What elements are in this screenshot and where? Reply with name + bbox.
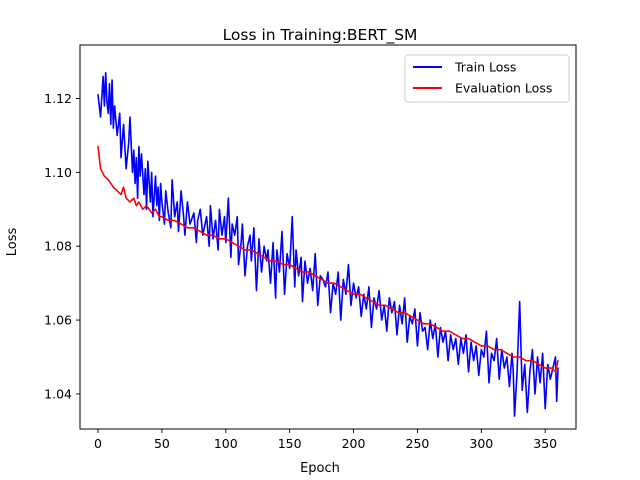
- legend: Train Loss Evaluation Loss: [404, 54, 570, 103]
- legend-label-evaluation-loss: Evaluation Loss: [455, 81, 552, 96]
- x-tick-label: 0: [94, 436, 102, 451]
- series-line-evaluation-loss: [97, 145, 559, 373]
- x-tick-label: 50: [154, 436, 170, 451]
- y-axis-label: Loss: [5, 228, 20, 257]
- plot-frame: [79, 44, 577, 430]
- series-line-train-loss: [97, 71, 559, 417]
- x-tick-label: 300: [469, 436, 493, 451]
- x-tick-label: 350: [533, 436, 557, 451]
- y-tick-label: 1.08: [44, 239, 72, 254]
- x-axis: 0 50 100 150 200 250 300 350: [94, 429, 557, 451]
- y-tick-label: 1.12: [44, 91, 72, 106]
- y-axis: 1.04 1.06 1.08 1.10 1.12: [44, 91, 80, 401]
- legend-label-train-loss: Train Loss: [454, 60, 516, 75]
- x-tick-label: 100: [214, 436, 238, 451]
- x-tick-label: 150: [278, 436, 302, 451]
- legend-frame: [404, 54, 570, 103]
- y-tick-label: 1.06: [44, 313, 72, 328]
- y-tick-label: 1.04: [44, 386, 72, 401]
- series-layer: [97, 71, 559, 417]
- chart-title: Loss in Training:BERT_SM: [223, 26, 418, 45]
- x-tick-label: 200: [342, 436, 366, 451]
- x-axis-label: Epoch: [300, 461, 340, 476]
- x-tick-label: 250: [406, 436, 430, 451]
- y-tick-label: 1.10: [44, 165, 72, 180]
